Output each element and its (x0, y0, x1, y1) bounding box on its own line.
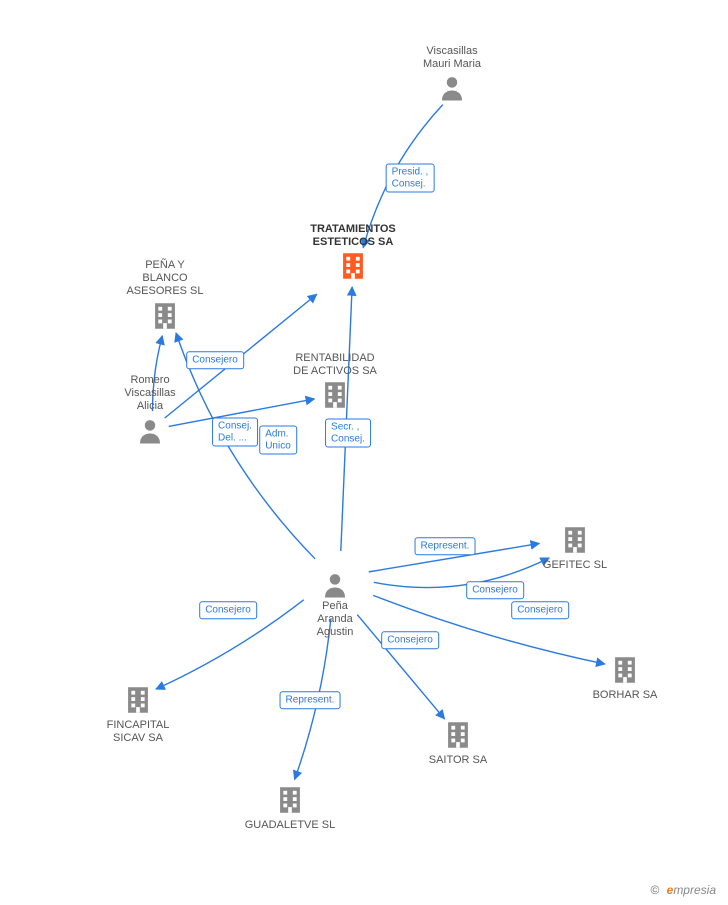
node-label: SAITOR SA (413, 754, 503, 767)
node-viscasillas[interactable]: ViscasillasMauri Maria (407, 45, 497, 103)
edge-label-romero-tratamientos: Consejero (186, 351, 244, 369)
node-label: BORHAR SA (580, 689, 670, 702)
edge-label-pena_aranda-saitor: Consejero (381, 631, 439, 649)
node-label: FINCAPITALSICAV SA (93, 719, 183, 745)
node-pena_blanco[interactable]: PEÑA YBLANCOASESORES SL (115, 257, 215, 333)
edges-layer (0, 0, 728, 905)
edge-label-pena_aranda-fincapital: Consejero (199, 601, 257, 619)
edge-label-pena_aranda-gefitec: Represent. (415, 537, 476, 555)
node-label: GEFITEC SL (530, 559, 620, 572)
footer-copyright: © empresia (650, 883, 716, 897)
node-pena_aranda[interactable]: PeñaArandaAgustin (295, 570, 375, 642)
node-label: GUADALETVE SL (235, 819, 345, 832)
node-rentabilidad[interactable]: RENTABILIDADDE ACTIVOS SA (280, 350, 390, 412)
brand-rest: mpresia (673, 883, 716, 897)
node-label: ViscasillasMauri Maria (407, 45, 497, 71)
edge-label-pena_aranda-borhar: Consejero (511, 601, 569, 619)
edge-label-pena_aranda-pena_blanco: Adm.Unico (259, 426, 297, 455)
node-fincapital[interactable]: FINCAPITALSICAV SA (93, 683, 183, 745)
copyright-symbol: © (650, 883, 659, 897)
node-label: PEÑA YBLANCOASESORES SL (115, 259, 215, 299)
edge-label-romero-rentabilidad: Consej.Del. ... (212, 418, 258, 447)
node-label: RENTABILIDADDE ACTIVOS SA (280, 352, 390, 378)
node-guadaletve[interactable]: GUADALETVE SL (235, 783, 345, 832)
edge-label-pena_aranda-gefitec: Consejero (466, 581, 524, 599)
node-label: PeñaArandaAgustin (295, 600, 375, 640)
edge-label-pena_aranda-guadaletve: Represent. (280, 691, 341, 709)
edge-pena_aranda-borhar (373, 595, 605, 664)
edge-label-viscasillas-tratamientos: Presid. ,Consej. (386, 164, 435, 193)
edge-label-pena_aranda-tratamientos: Secr. ,Consej. (325, 419, 371, 448)
node-romero[interactable]: RomeroViscasillasAlicia (105, 374, 195, 446)
node-label: RomeroViscasillasAlicia (105, 374, 195, 414)
node-borhar[interactable]: BORHAR SA (580, 653, 670, 702)
node-saitor[interactable]: SAITOR SA (413, 718, 503, 767)
node-gefitec[interactable]: GEFITEC SL (530, 523, 620, 572)
node-tratamientos[interactable]: TRATAMIENTOSESTETICOS SA (293, 221, 413, 283)
node-label: TRATAMIENTOSESTETICOS SA (293, 223, 413, 249)
diagram-canvas: ViscasillasMauri Maria TRATAMIENTOSESTETI… (0, 0, 728, 905)
